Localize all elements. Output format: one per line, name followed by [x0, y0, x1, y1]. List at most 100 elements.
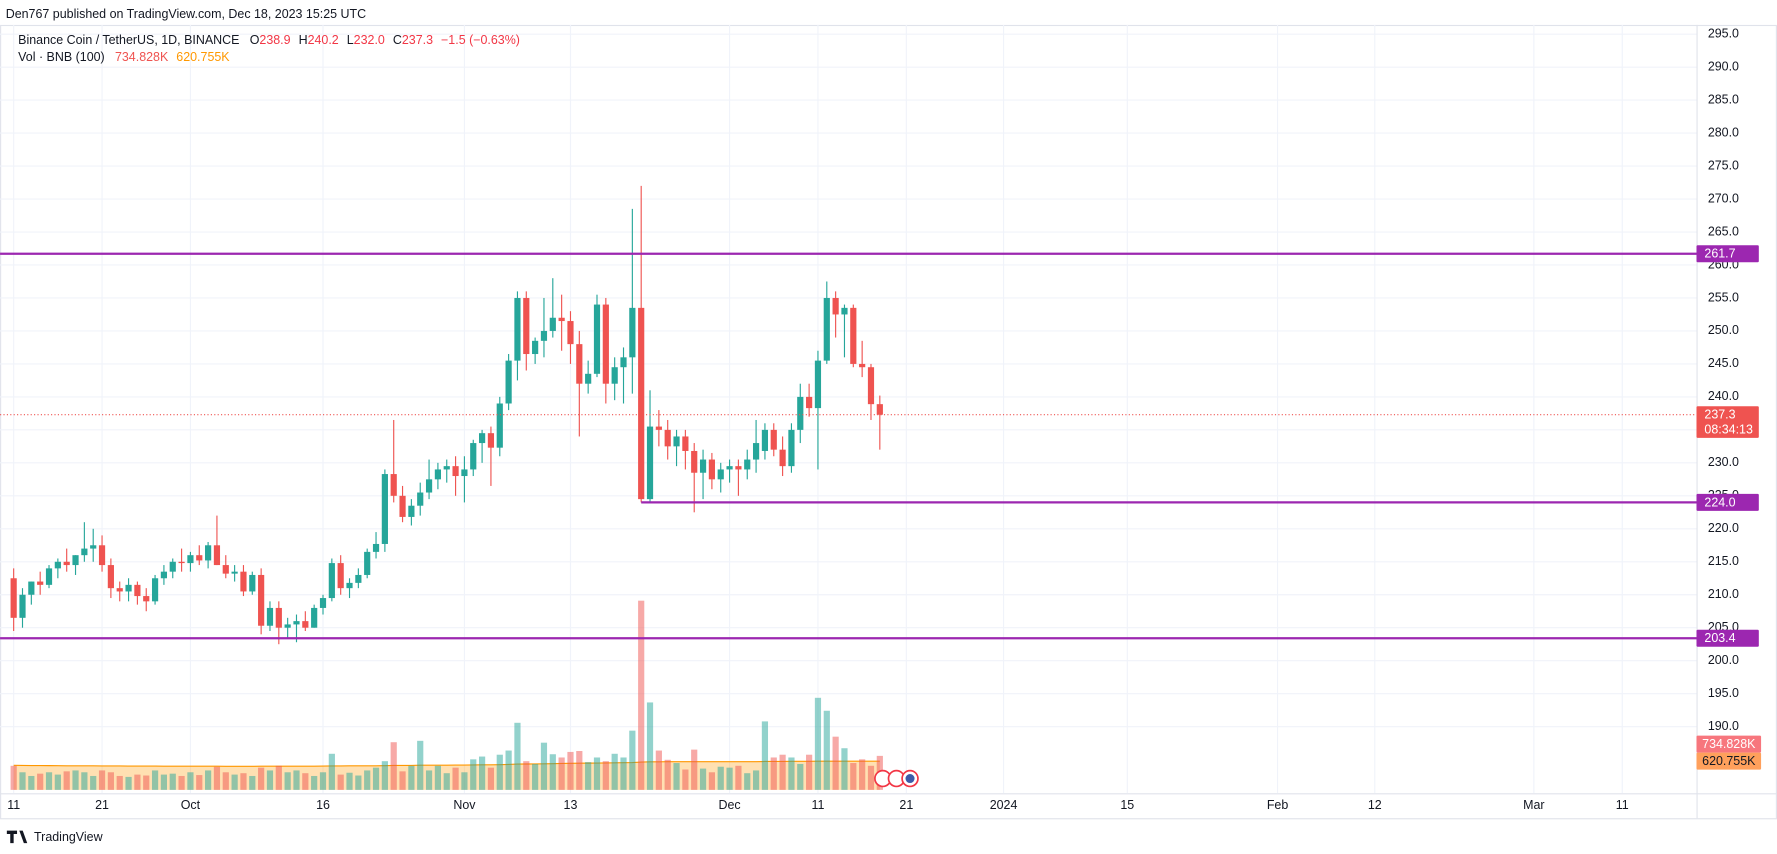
volume-bar [364, 770, 371, 790]
legend-value: 238.9 [259, 33, 290, 47]
volume-bar [266, 770, 274, 790]
footer: TradingView [6, 830, 104, 844]
volume-bar [372, 767, 380, 790]
volume-bar [452, 767, 459, 790]
volume-bar [691, 749, 698, 790]
candle-body [293, 621, 300, 625]
candle-body [682, 436, 689, 451]
candle-body [567, 321, 574, 345]
volume-bar [443, 773, 450, 790]
candle-body [797, 396, 804, 430]
volume-bar [417, 740, 424, 790]
y-tick-label: 275.0 [1708, 158, 1739, 172]
volume-bar [461, 772, 468, 790]
candle-body [823, 297, 830, 361]
volume-bar [567, 751, 574, 790]
volume-bar [611, 753, 618, 790]
candle-body [390, 474, 397, 496]
volume-bar [151, 770, 159, 790]
volume-bar [752, 770, 760, 790]
volume-bar [496, 754, 503, 790]
volume-bar [620, 757, 627, 790]
volume-bar [867, 765, 875, 790]
volume-bar [222, 772, 229, 790]
legend-key: H [299, 33, 308, 47]
volume-bar [832, 736, 839, 790]
candle-body [832, 297, 839, 315]
y-tick-label: 245.0 [1708, 356, 1739, 370]
volume-bar [664, 759, 671, 790]
volume-bar [328, 753, 335, 790]
candle-body [434, 469, 441, 480]
candle-body [81, 548, 88, 556]
x-tick-label: 16 [316, 798, 330, 812]
x-tick-label: Dec [718, 798, 740, 812]
candle-body [319, 598, 327, 608]
candle-body [505, 360, 512, 404]
candle-body [859, 363, 866, 368]
volume-bar [717, 766, 724, 790]
volume-bar [558, 757, 565, 790]
volume-bar [275, 765, 282, 790]
volume-bar [169, 773, 176, 790]
x-tick-label: 21 [95, 798, 109, 812]
brand-name: TradingView [34, 830, 104, 844]
candle-body [107, 565, 114, 589]
y-tick-label: 295.0 [1708, 26, 1739, 40]
candle-body [646, 426, 654, 500]
candle-body [408, 505, 415, 517]
y-tick-label: 265.0 [1708, 224, 1739, 238]
publisher: Den767 published on TradingView.com, Dec… [6, 7, 366, 21]
candle-body [37, 581, 44, 585]
volume-bar [37, 773, 44, 790]
x-tick-label: 2024 [990, 798, 1018, 812]
candle-body [151, 578, 159, 602]
candle-body [761, 429, 769, 451]
volume-bar [797, 763, 804, 790]
volume-bar [284, 772, 291, 790]
candle-body [752, 443, 760, 460]
volume-bar [814, 697, 822, 790]
volume-bar [72, 770, 79, 790]
candle-body [496, 403, 503, 448]
candle-body [222, 565, 229, 574]
volume-title: Vol · BNB (100) [18, 50, 105, 64]
y-tick-label: 200.0 [1708, 653, 1739, 667]
candle-body [302, 621, 309, 628]
volume-ma-line [13, 760, 880, 767]
volume-bar [549, 754, 556, 790]
legend-key: O [250, 33, 260, 47]
volume-bar [505, 750, 512, 790]
candle-body [258, 574, 265, 626]
candle-body [425, 479, 433, 493]
volume-bar [107, 772, 114, 790]
candle-body [514, 297, 521, 361]
volume-tag [1696, 735, 1762, 753]
y-tick-label: 230.0 [1708, 455, 1739, 469]
volume-tag-label: 734.828K [1702, 737, 1756, 751]
volume-bar [487, 767, 495, 790]
y-tick-label: 280.0 [1708, 125, 1739, 139]
legend-change: −1.5 (−0.63%) [441, 33, 520, 47]
candle-body [213, 545, 221, 566]
volume-bar [514, 722, 521, 790]
candle-body [629, 307, 636, 358]
volume-bar [178, 775, 185, 790]
x-tick-label: 13 [564, 798, 578, 812]
volume-bar [708, 772, 715, 790]
volume-bar [346, 772, 353, 790]
candle-body [266, 607, 274, 626]
volume-bar [231, 774, 238, 790]
brand-logo [6, 830, 28, 844]
candle-body [726, 466, 733, 470]
volume-bar [859, 759, 866, 790]
volume-bar [770, 757, 777, 790]
candle-body [691, 450, 698, 473]
volume-bar [63, 771, 70, 790]
y-tick-label: 220.0 [1708, 521, 1739, 535]
candle-body [98, 545, 106, 566]
volume-bar [81, 772, 88, 790]
symbol: Binance Coin / TetherUS, 1D, BINANCE [18, 33, 239, 47]
